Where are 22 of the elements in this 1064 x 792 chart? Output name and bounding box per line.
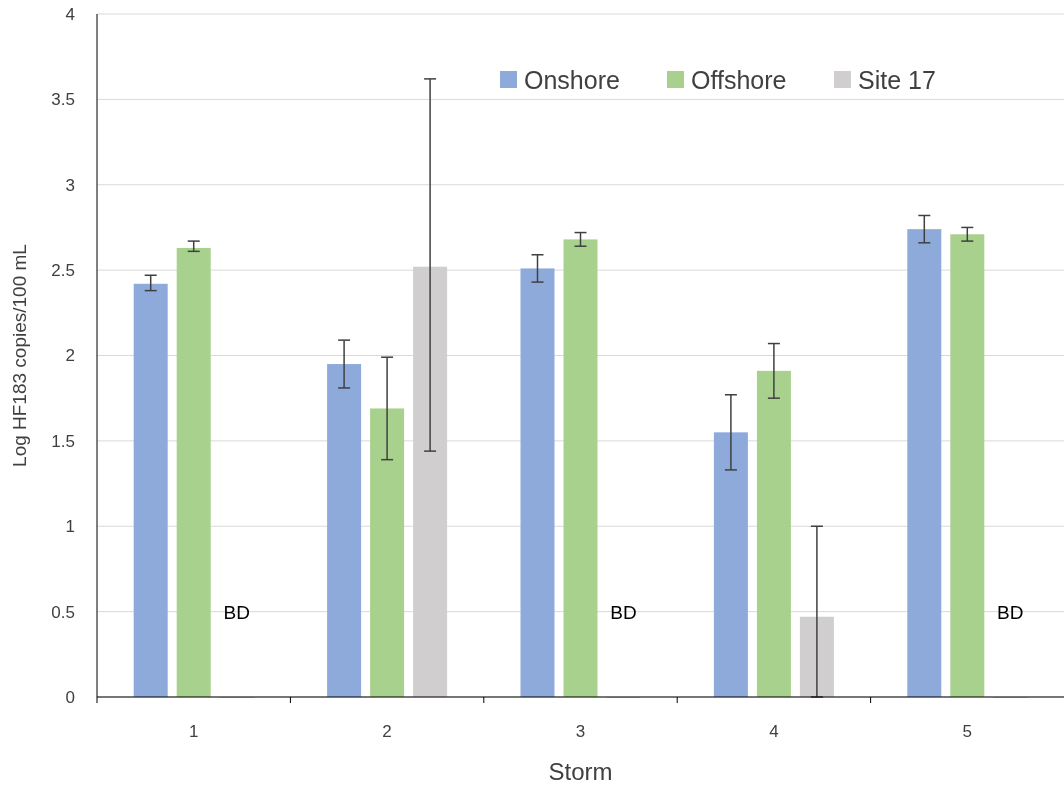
x-tick-label: 3: [575, 722, 586, 741]
y-axis-title: Log HF183 copies/100 mL: [9, 244, 30, 467]
y-tick-label: 1: [65, 517, 75, 537]
x-tick-label: 1: [188, 722, 199, 741]
y-tick-label: 0.5: [51, 602, 75, 622]
annotation: BD: [610, 601, 637, 623]
legend-label: Offshore: [691, 65, 787, 94]
x-tick-label: 5: [962, 722, 973, 741]
legend-label: Onshore: [524, 65, 620, 94]
legend-label: Site 17: [858, 65, 936, 94]
y-tick-label: 1.5: [51, 431, 75, 451]
y-tick-label: 2.5: [51, 261, 75, 281]
annotation: BD: [223, 601, 250, 623]
y-tick-label: 4: [65, 4, 75, 24]
x-tick-label: 2: [382, 722, 392, 741]
annotation: BD: [997, 601, 1024, 623]
x-tick-label: 4: [769, 722, 779, 741]
y-tick-label: 2: [65, 346, 75, 366]
x-axis-title: Storm: [548, 758, 613, 785]
y-tick-label: 3: [65, 175, 75, 195]
y-tick-label: 0: [65, 687, 75, 707]
y-tick-label: 3.5: [51, 90, 75, 110]
